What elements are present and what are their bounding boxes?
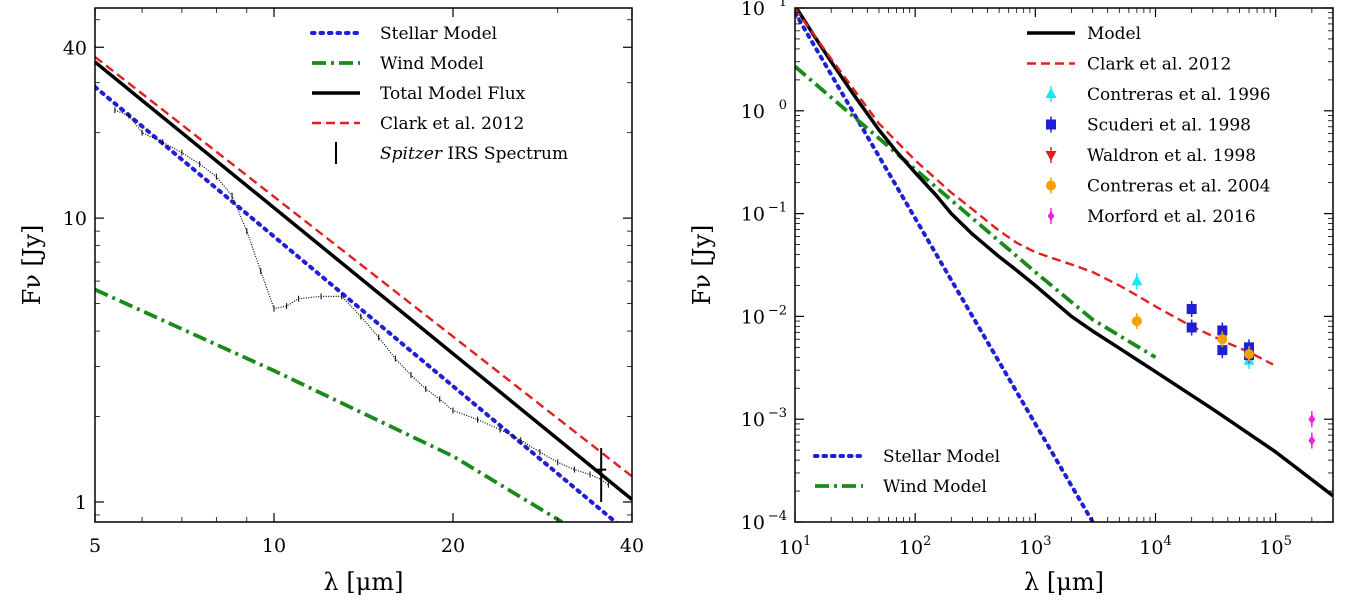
series-line-stellar-model — [95, 84, 619, 522]
x-tick-base: 10 — [1139, 537, 1163, 559]
legend-item: Clark et al. 2012 — [312, 114, 524, 134]
legend-item: Contreras et al. 1996 — [1045, 85, 1271, 105]
x-tick-base: 10 — [1259, 537, 1283, 559]
legend-right-bottom: Stellar Model Wind Model — [811, 442, 1046, 500]
x-tick-label: 105 — [1259, 534, 1291, 559]
plot-area-left — [95, 55, 632, 522]
x-tick-base: 10 — [779, 537, 803, 559]
y-tick-label: 10 −1 — [741, 201, 787, 226]
y-tick-label: 40 — [63, 37, 87, 59]
legend-label: Total Model Flux — [380, 84, 526, 104]
legend-item: Stellar Model — [811, 442, 1046, 470]
legend-item: Contreras et al. 2004 — [1046, 177, 1271, 197]
x-tick-exp: 3 — [1043, 534, 1051, 549]
x-tick-exp: 1 — [803, 534, 811, 549]
legend-label: Scuderi et al. 1998 — [1087, 116, 1251, 136]
axes-frame-left — [94, 7, 633, 523]
legend-label: Wind Model — [883, 477, 987, 497]
y-tick-base: 10 — [741, 512, 765, 534]
x-tick-label: 103 — [1019, 534, 1051, 559]
legend-label: Wind Model — [380, 54, 484, 74]
y-axis-label: Fν [Jy] — [18, 225, 46, 306]
legend-item: Spitzer IRS Spectrum — [335, 142, 568, 164]
y-axis-label: Fν [Jy] — [688, 225, 716, 306]
legend-item: Scuderi et al. 1998 — [1046, 116, 1251, 136]
y-tick-label: 10 −3 — [741, 406, 787, 431]
y-tick-exp: −2 — [768, 303, 787, 318]
legend-item: Total Model Flux — [312, 84, 526, 104]
legend-label: Contreras et al. 1996 — [1087, 85, 1271, 105]
y-tick-label: 10 0 — [741, 98, 787, 123]
x-tick-exp: 2 — [923, 534, 931, 549]
legend-label-italic: Spitzer — [380, 144, 443, 164]
legend-label: Waldron et al. 1998 — [1087, 146, 1256, 166]
y-tick-base: 10 — [741, 306, 765, 328]
y-tick-exp: 1 — [779, 0, 787, 10]
legend-left: Stellar Model Wind Model Total Model Flux C… — [310, 24, 568, 164]
x-tick-label: 101 — [779, 534, 811, 559]
y-tick-label: 10 −4 — [741, 509, 787, 534]
legend-right-top: Model Clark et al. 2012 Contreras et al. 1… — [1027, 24, 1271, 227]
x-tick-label: 20 — [441, 535, 465, 557]
series-line-wind-model — [795, 65, 1157, 359]
y-tick-exp: −4 — [768, 509, 787, 524]
legend-label: Spitzer IRS Spectrum — [380, 144, 568, 164]
left-panel: 5 10 20 40 1 10 40 λ [μm] Fν [Jy] Stellar Model Wi… — [18, 7, 644, 596]
axes-frame-right — [794, 7, 1334, 523]
x-tick-exp: 5 — [1284, 534, 1292, 549]
legend-label: Stellar Model — [883, 447, 1000, 467]
x-tick-label: 10 — [262, 535, 286, 557]
x-tick-label: 102 — [899, 534, 931, 559]
x-tick-label: 5 — [89, 535, 101, 557]
legend-label-rest: IRS Spectrum — [442, 144, 568, 164]
series-line-stellar-model — [795, 10, 1095, 522]
y-tick-exp: −3 — [768, 406, 787, 421]
legend-label: Morford et al. 2016 — [1087, 207, 1256, 227]
x-tick-label: 40 — [620, 535, 644, 557]
x-tick-base: 10 — [899, 537, 923, 559]
y-tick-base: 10 — [741, 409, 765, 431]
y-tick-label: 10 — [63, 208, 87, 230]
x-axis-label: λ [μm] — [324, 568, 404, 596]
x-tick-exp: 4 — [1163, 534, 1171, 549]
legend-label: Clark et al. 2012 — [380, 114, 524, 134]
series-line-total-model-flux — [95, 60, 632, 501]
y-tick-label: 10 1 — [741, 0, 787, 20]
y-tick-exp: 0 — [779, 98, 787, 113]
series-line-clark-et-al-2012 — [95, 55, 632, 478]
legend-label: Model — [1087, 24, 1141, 44]
series-line-model — [795, 8, 1333, 498]
series-line-wind-model — [95, 287, 563, 522]
plot-area-right — [795, 8, 1333, 522]
legend-item: Wind Model — [312, 54, 484, 74]
legend-item: Stellar Model — [310, 24, 497, 44]
legend-item: Model — [1027, 24, 1141, 44]
legend-label: Contreras et al. 2004 — [1087, 177, 1271, 197]
legend-item: Clark et al. 2012 — [1027, 55, 1231, 75]
legend-item: Wind Model — [811, 472, 1046, 500]
series-line-clark-et-al-2012 — [795, 8, 1274, 366]
legend-item: Morford et al. 2016 — [1047, 207, 1256, 227]
y-tick-label: 10 −2 — [741, 303, 787, 328]
y-tick-label: 1 — [75, 492, 87, 514]
legend-label: Stellar Model — [380, 24, 497, 44]
y-tick-base: 10 — [741, 101, 765, 123]
x-tick-label: 104 — [1139, 534, 1171, 559]
y-tick-base: 10 — [741, 0, 765, 20]
y-tick-exp: −1 — [768, 201, 787, 216]
x-axis-label: λ [μm] — [1024, 568, 1104, 596]
legend-label: Clark et al. 2012 — [1087, 55, 1231, 75]
x-tick-base: 10 — [1019, 537, 1043, 559]
legend-item: Waldron et al. 1998 — [1045, 146, 1256, 166]
y-tick-base: 10 — [741, 204, 765, 226]
